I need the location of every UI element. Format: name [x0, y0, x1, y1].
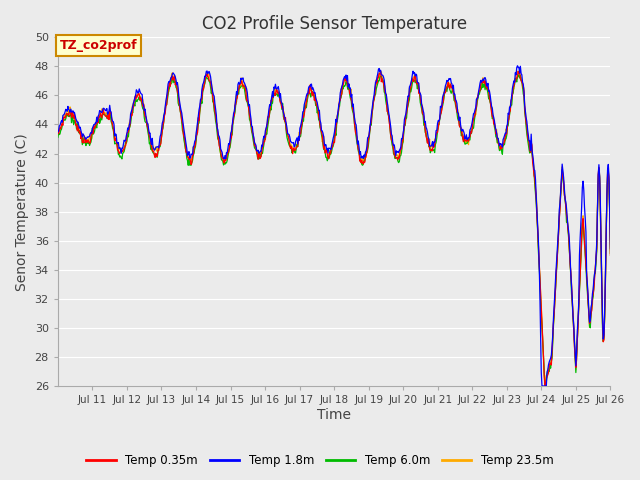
- Y-axis label: Senor Temperature (C): Senor Temperature (C): [15, 133, 29, 290]
- X-axis label: Time: Time: [317, 408, 351, 422]
- Legend: Temp 0.35m, Temp 1.8m, Temp 6.0m, Temp 23.5m: Temp 0.35m, Temp 1.8m, Temp 6.0m, Temp 2…: [81, 449, 559, 472]
- Title: CO2 Profile Sensor Temperature: CO2 Profile Sensor Temperature: [202, 15, 467, 33]
- Text: TZ_co2prof: TZ_co2prof: [60, 39, 137, 52]
